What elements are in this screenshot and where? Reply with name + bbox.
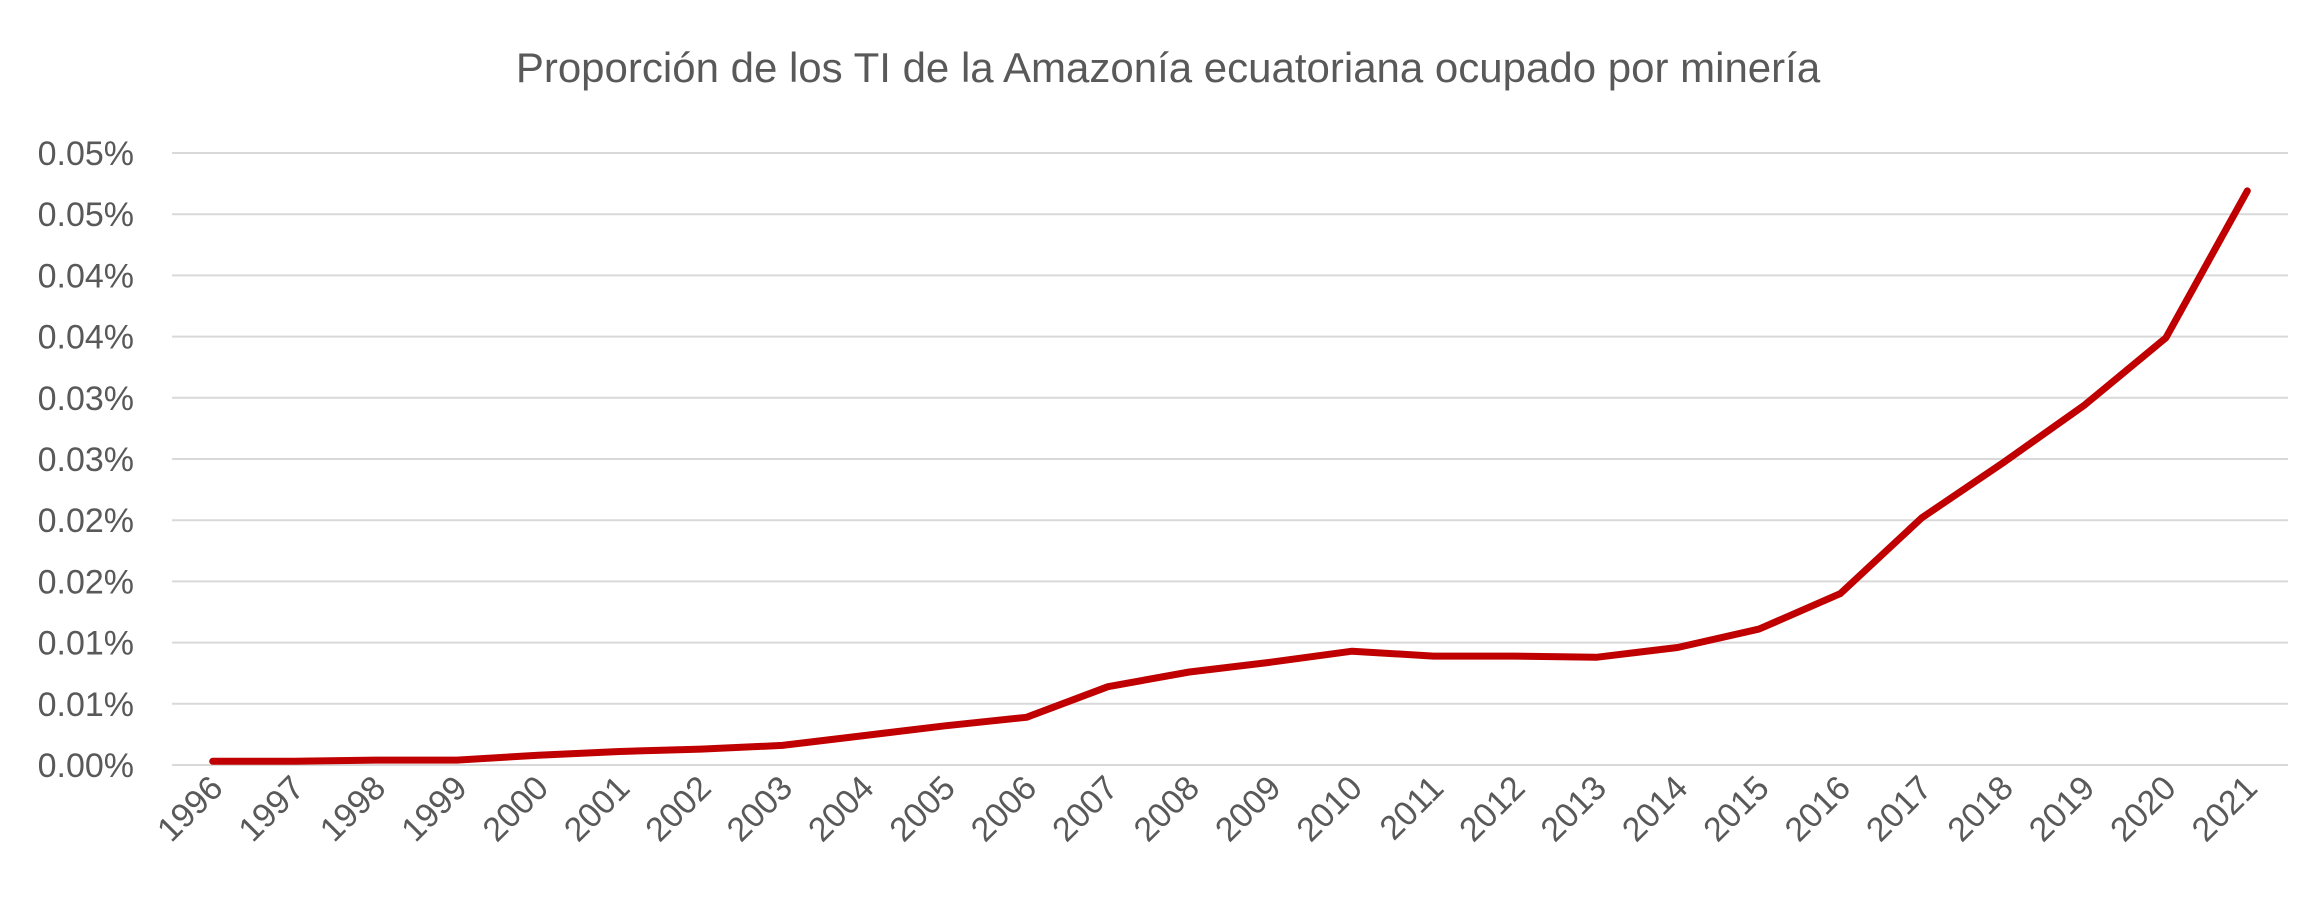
- x-tick-label: 1998: [313, 769, 393, 849]
- x-tick-label: 2005: [882, 769, 962, 849]
- x-tick-label: 1997: [231, 769, 311, 849]
- x-tick-label: 2000: [476, 769, 556, 849]
- x-tick-label: 2008: [1127, 769, 1207, 849]
- x-tick-label: 2011: [1373, 769, 1452, 848]
- x-tick-label: 2009: [1208, 769, 1288, 849]
- y-tick-label: 0.05%: [38, 196, 134, 234]
- series-line: [209, 187, 2251, 765]
- y-tick-label: 0.04%: [38, 257, 134, 295]
- y-tick-label: 0.02%: [38, 502, 134, 540]
- x-tick-label: 2020: [2103, 769, 2183, 849]
- x-tick-label: 2007: [1045, 769, 1125, 849]
- y-axis-tick-labels: 0.00% 0.01% 0.01% 0.02% 0.02% 0.03% 0.03% 0.04%…: [38, 135, 134, 785]
- y-tick-label: 0.02%: [38, 563, 134, 601]
- x-tick-label: 2003: [720, 769, 800, 849]
- x-tick-label: 2018: [1940, 769, 2020, 849]
- series-lines: [209, 187, 2251, 765]
- y-tick-label: 0.00%: [38, 747, 134, 785]
- y-tick-label: 0.04%: [38, 319, 134, 357]
- chart-title: Proporción de los TI de la Amazonía ecua…: [516, 44, 1821, 91]
- x-tick-label: 2010: [1289, 769, 1369, 849]
- x-tick-label: 2012: [1452, 769, 1532, 849]
- x-tick-label: 2017: [1859, 769, 1939, 849]
- x-tick-label: 2016: [1778, 769, 1858, 849]
- x-tick-label: 2021: [2185, 769, 2265, 849]
- x-tick-label: 2001: [557, 769, 637, 849]
- x-tick-label: 2004: [801, 769, 881, 849]
- x-tick-label: 2013: [1534, 769, 1614, 849]
- x-tick-label: 1996: [150, 769, 230, 849]
- y-tick-label: 0.05%: [38, 135, 134, 173]
- y-tick-label: 0.01%: [38, 625, 134, 663]
- x-tick-label: 2002: [638, 769, 718, 849]
- x-tick-label: 2006: [964, 769, 1044, 849]
- y-tick-label: 0.01%: [38, 686, 134, 724]
- y-tick-label: 0.03%: [38, 441, 134, 479]
- x-tick-label: 2019: [2022, 769, 2102, 849]
- x-axis-tick-labels: 1996 1997 1998 1999 2000 2001 2002 2003 2004 2005…: [150, 769, 2265, 849]
- gridlines: [172, 152, 2288, 766]
- x-tick-label: 1999: [394, 769, 474, 849]
- y-tick-label: 0.03%: [38, 380, 134, 418]
- x-tick-label: 2014: [1615, 769, 1695, 849]
- x-tick-label: 2015: [1696, 769, 1776, 849]
